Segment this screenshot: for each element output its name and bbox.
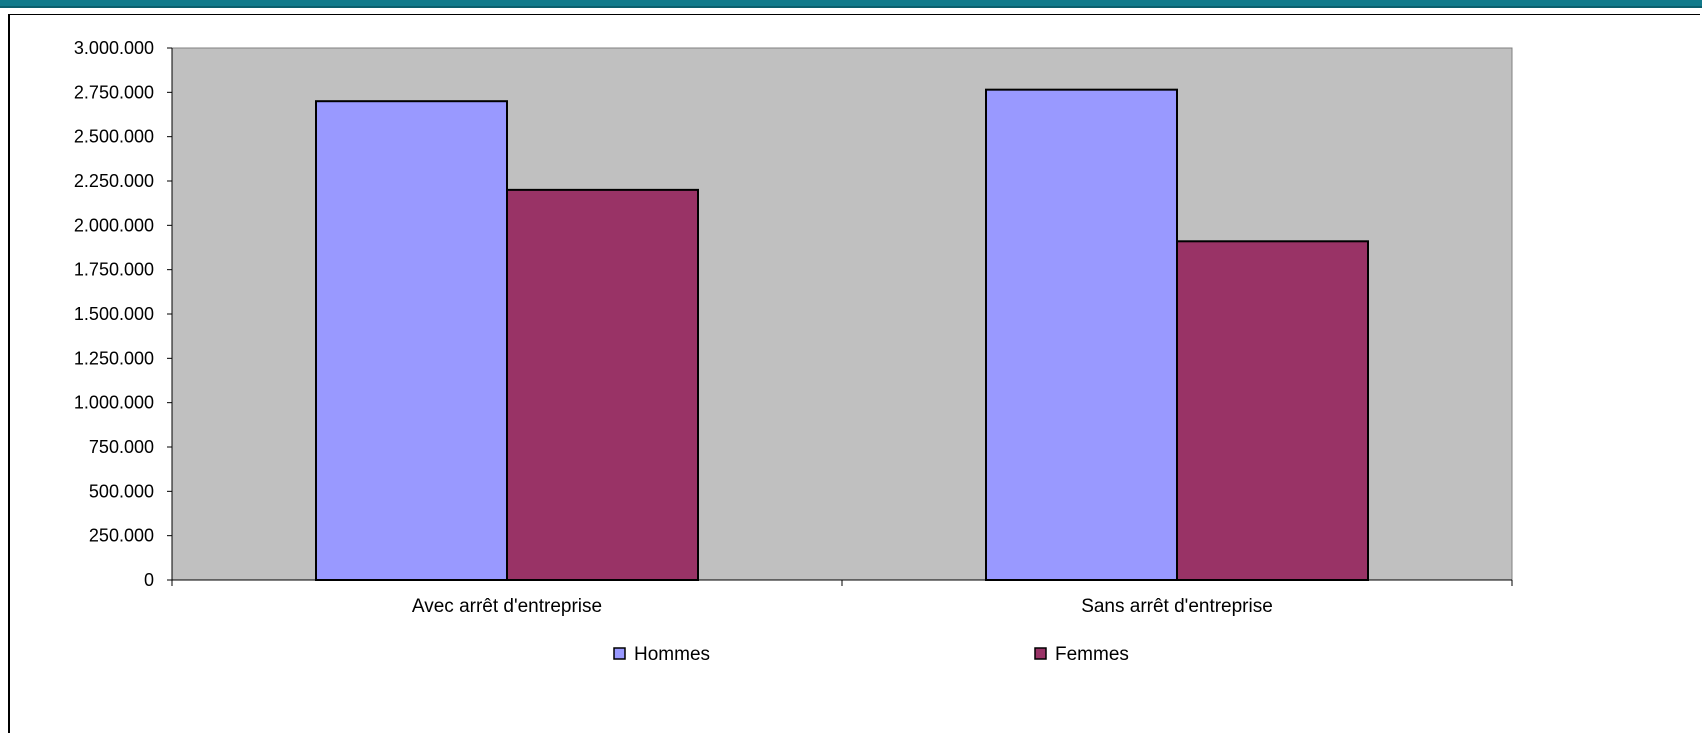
y-tick-label: 1.250.000 bbox=[74, 348, 154, 368]
y-tick-label: 1.500.000 bbox=[74, 304, 154, 324]
y-tick-label: 250.000 bbox=[89, 526, 154, 546]
y-tick-label: 500.000 bbox=[89, 481, 154, 501]
y-tick-label: 2.500.000 bbox=[74, 127, 154, 147]
bar-hommes-2 bbox=[985, 88, 1178, 581]
bar-femmes-1 bbox=[506, 188, 699, 581]
y-tick-label: 1.750.000 bbox=[74, 260, 154, 280]
y-tick-label: 750.000 bbox=[89, 437, 154, 457]
x-tick-label: Sans arrêt d'entreprise bbox=[1081, 596, 1273, 617]
y-tick-label: 2.000.000 bbox=[74, 215, 154, 235]
title-bar bbox=[0, 0, 1702, 8]
legend-label-hommes: Hommes bbox=[634, 644, 710, 665]
y-tick-label: 2.750.000 bbox=[74, 82, 154, 102]
y-tick-label: 1.000.000 bbox=[74, 393, 154, 413]
y-tick-label: 0 bbox=[144, 570, 154, 590]
legend-label-femmes: Femmes bbox=[1055, 644, 1129, 665]
bar-femmes-2 bbox=[1176, 240, 1369, 581]
y-tick-label: 3.000.000 bbox=[74, 38, 154, 58]
x-tick-label: Avec arrêt d'entreprise bbox=[412, 596, 602, 617]
legend-swatch-hommes bbox=[613, 647, 626, 660]
y-tick-label: 2.250.000 bbox=[74, 171, 154, 191]
chart-frame bbox=[8, 14, 1700, 733]
legend-swatch-femmes bbox=[1034, 647, 1047, 660]
bar-hommes-1 bbox=[315, 100, 508, 581]
